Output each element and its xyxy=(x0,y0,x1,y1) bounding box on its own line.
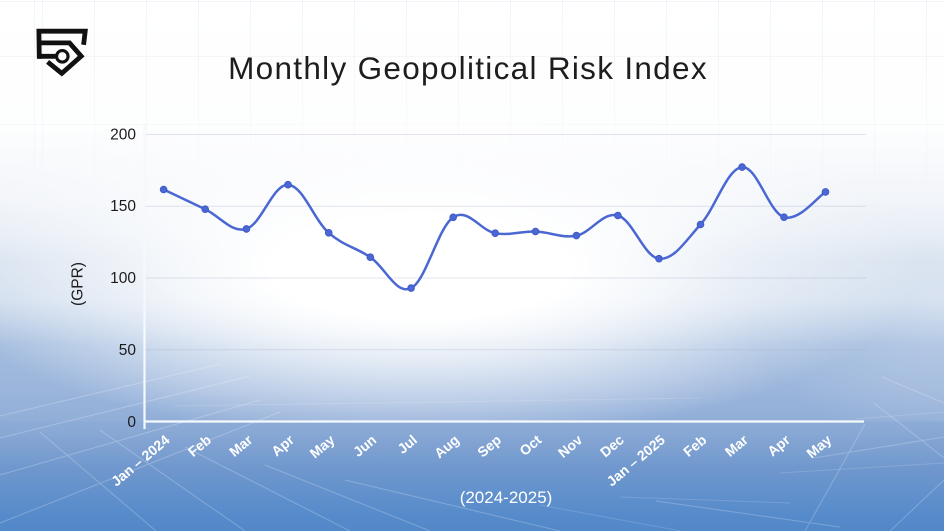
svg-text:150: 150 xyxy=(110,198,136,215)
svg-text:100: 100 xyxy=(110,270,136,287)
svg-text:Jul: Jul xyxy=(394,432,420,457)
svg-text:Sep: Sep xyxy=(474,432,504,461)
svg-text:Mar: Mar xyxy=(226,431,256,460)
svg-text:Feb: Feb xyxy=(680,432,709,460)
svg-text:Mar: Mar xyxy=(722,431,752,460)
svg-text:Monthly Geopolitical Risk Inde: Monthly Geopolitical Risk Index xyxy=(228,50,708,86)
svg-text:Dec: Dec xyxy=(597,431,627,460)
svg-text:200: 200 xyxy=(110,127,136,144)
svg-text:(2024-2025): (2024-2025) xyxy=(460,488,553,507)
svg-text:Apr: Apr xyxy=(268,431,297,459)
svg-text:50: 50 xyxy=(119,342,137,359)
svg-text:Jan – 2024: Jan – 2024 xyxy=(108,431,173,489)
svg-text:Feb: Feb xyxy=(185,432,214,460)
svg-text:Oct: Oct xyxy=(516,431,544,458)
svg-text:Jun: Jun xyxy=(350,432,379,460)
svg-text:(GPR): (GPR) xyxy=(70,262,87,306)
svg-text:Nov: Nov xyxy=(555,431,586,460)
svg-text:0: 0 xyxy=(127,414,136,431)
svg-text:May: May xyxy=(306,431,337,461)
svg-text:Aug: Aug xyxy=(431,432,462,462)
svg-text:Apr: Apr xyxy=(764,431,793,459)
